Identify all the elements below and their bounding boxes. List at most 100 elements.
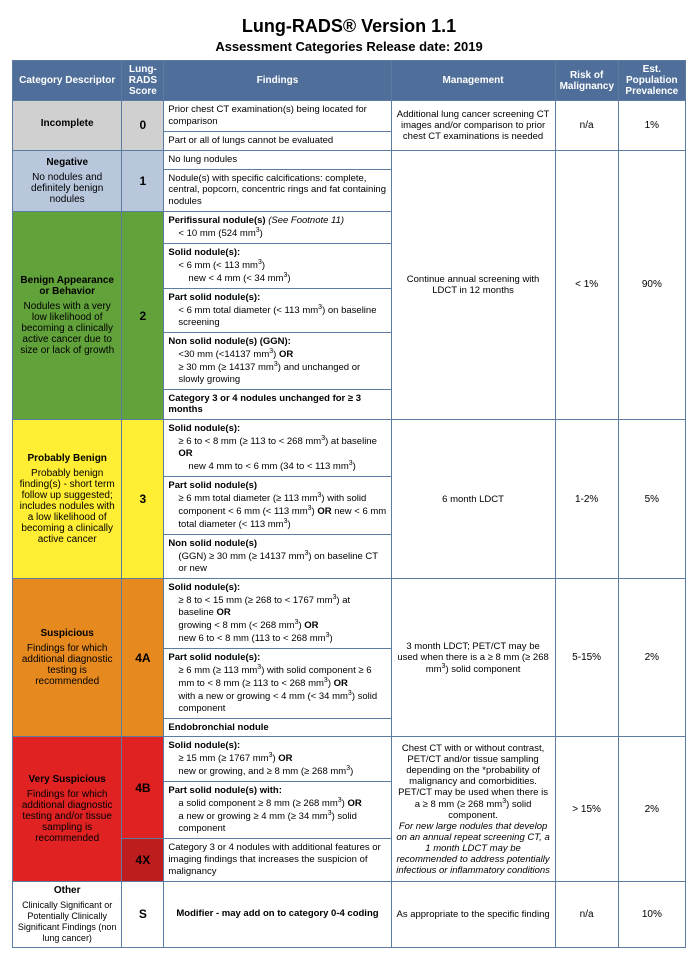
label-negative: Negative	[17, 157, 117, 168]
h-benign-cat34: Category 3 or 4 nodules unchanged for ≥ …	[168, 393, 361, 416]
desc-benign: Benign Appearance or Behavior Nodules wi…	[13, 212, 122, 420]
risk-incomplete: n/a	[555, 101, 618, 151]
mgmt-verysusp: Chest CT with or without contrast, PET/C…	[391, 737, 555, 881]
row-negative: Negative No nodules and definitely benig…	[13, 150, 686, 169]
find-benign-solid: Solid nodule(s): < 6 mm (< 113 mm3) new …	[164, 244, 391, 289]
mgmt-incomplete: Additional lung cancer screening CT imag…	[391, 101, 555, 151]
note-perifissural: (See Footnote 11)	[266, 215, 345, 226]
score-4x: 4X	[122, 839, 164, 882]
mgmt-benign: Continue annual screening with LDCT in 1…	[391, 150, 555, 420]
l-benign-solid-1: < 6 mm (< 113 mm3)	[168, 259, 386, 272]
mgmt-other: As appropriate to the specific finding	[391, 881, 555, 947]
find-vs-solid: Solid nodule(s): ≥ 15 mm (≥ 1767 mm3) OR…	[164, 737, 391, 782]
h-benign-solid: Solid nodule(s):	[168, 247, 240, 258]
l-pb-nonsolid: (GGN) ≥ 30 mm (≥ 14137 mm3) on baseline …	[168, 550, 386, 575]
risk-benign: < 1%	[555, 150, 618, 420]
score-2: 2	[122, 212, 164, 420]
page-title: Lung-RADS® Version 1.1	[12, 16, 686, 37]
desc-verysusp: Very Suspicious Findings for which addit…	[13, 737, 122, 881]
prev-verysusp: 2%	[618, 737, 685, 881]
find-incomplete-2: Part or all of lungs cannot be evaluated	[164, 131, 391, 150]
page-subtitle: Assessment Categories Release date: 2019	[12, 39, 686, 54]
col-score: Lung-RADS Score	[122, 61, 164, 101]
row-other: Other Clinically Significant or Potentia…	[13, 881, 686, 947]
header-row: Category Descriptor Lung-RADS Score Find…	[13, 61, 686, 101]
score-0: 0	[122, 101, 164, 151]
lungrads-table: Category Descriptor Lung-RADS Score Find…	[12, 60, 686, 948]
find-negative-2: Nodule(s) with specific calcifications: …	[164, 169, 391, 212]
col-descriptor: Category Descriptor	[13, 61, 122, 101]
find-susp-partsolid: Part solid nodule(s): ≥ 6 mm (≥ 113 mm3)…	[164, 648, 391, 718]
l-pb-partsolid: ≥ 6 mm total diameter (≥ 113 mm3) with s…	[168, 492, 386, 531]
h-susp-solid: Solid nodule(s):	[168, 582, 240, 593]
desc-negative: Negative No nodules and definitely benig…	[13, 150, 122, 212]
label-incomplete: Incomplete	[17, 118, 117, 129]
h-vs-partsolid: Part solid nodule(s) with:	[168, 785, 281, 796]
find-vs-partsolid: Part solid nodule(s) with: a solid compo…	[164, 782, 391, 839]
h-pb-solid: Solid nodule(s):	[168, 423, 240, 434]
row-suspicious: Suspicious Findings for which additional…	[13, 578, 686, 648]
find-susp-solid: Solid nodule(s): ≥ 8 to < 15 mm (≥ 268 t…	[164, 578, 391, 648]
h-susp-endo: Endobronchial nodule	[168, 722, 268, 733]
h-pb-partsolid: Part solid nodule(s)	[168, 480, 257, 491]
find-benign-cat34: Category 3 or 4 nodules unchanged for ≥ …	[164, 389, 391, 420]
risk-verysusp: > 15%	[555, 737, 618, 881]
label-other: Other	[17, 885, 117, 896]
find-pb-partsolid: Part solid nodule(s) ≥ 6 mm total diamet…	[164, 477, 391, 535]
mgmt-vs-italic: For new large nodules that develop on an…	[396, 821, 551, 876]
label-benign: Benign Appearance or Behavior	[17, 275, 117, 297]
desc-text-probbenign: Probably benign finding(s) - short term …	[20, 468, 115, 545]
find-benign-perifissural: Perifissural nodule(s) (See Footnote 11)…	[164, 212, 391, 244]
l-pb-solid-1: ≥ 6 to < 8 mm (≥ 113 to < 268 mm3) at ba…	[168, 435, 386, 460]
find-vs-4x: Category 3 or 4 nodules with additional …	[164, 839, 391, 882]
find-benign-partsolid: Part solid nodule(s): < 6 mm total diame…	[164, 288, 391, 332]
h-benign-nonsolid: Non solid nodule(s) (GGN):	[168, 336, 290, 347]
row-incomplete: Incomplete 0 Prior chest CT examination(…	[13, 101, 686, 132]
l-susp-solid-1: ≥ 8 to < 15 mm (≥ 268 to < 1767 mm3) at …	[168, 594, 386, 619]
label-verysusp: Very Suspicious	[17, 774, 117, 785]
find-pb-solid: Solid nodule(s): ≥ 6 to < 8 mm (≥ 113 to…	[164, 420, 391, 477]
l-perifissural: < 10 mm (524 mm3)	[168, 227, 386, 240]
col-prevalence: Est. Population Prevalence	[618, 61, 685, 101]
score-3: 3	[122, 420, 164, 579]
mgmt-vs-main: Chest CT with or without contrast, PET/C…	[398, 743, 548, 821]
desc-text-benign: Nodules with a very low likelihood of be…	[20, 301, 114, 356]
desc-text-verysusp: Findings for which additional diagnostic…	[22, 789, 113, 844]
desc-text-negative: No nodules and definitely benign nodules	[31, 172, 103, 205]
prev-other: 10%	[618, 881, 685, 947]
find-other: Modifier - may add on to category 0-4 co…	[164, 881, 391, 947]
h-pb-nonsolid: Non solid nodule(s)	[168, 538, 257, 549]
l-vs-solid-1: ≥ 15 mm (≥ 1767 mm3) OR	[168, 752, 386, 765]
l-pb-solid-2: new 4 mm to < 6 mm (34 to < 113 mm3)	[168, 460, 386, 473]
desc-incomplete: Incomplete	[13, 101, 122, 151]
desc-text-suspicious: Findings for which additional diagnostic…	[22, 643, 113, 687]
l-susp-solid-2: growing < 8 mm (< 268 mm3) OR	[168, 619, 386, 632]
l-vs-partsolid-1: a solid component ≥ 8 mm (≥ 268 mm3) OR	[168, 797, 386, 810]
desc-other: Other Clinically Significant or Potentia…	[13, 881, 122, 947]
desc-probbenign: Probably Benign Probably benign finding(…	[13, 420, 122, 579]
col-risk: Risk of Malignancy	[555, 61, 618, 101]
desc-suspicious: Suspicious Findings for which additional…	[13, 578, 122, 737]
l-vs-partsolid-2: a new or growing ≥ 4 mm (≥ 34 mm3) solid…	[168, 810, 386, 835]
h-perifissural: Perifissural nodule(s)	[168, 215, 265, 226]
row-probbenign: Probably Benign Probably benign finding(…	[13, 420, 686, 477]
label-probbenign: Probably Benign	[17, 453, 117, 464]
risk-probbenign: 1-2%	[555, 420, 618, 579]
l-susp-solid-3: new 6 to < 8 mm (113 to < 268 mm3)	[168, 632, 386, 645]
score-1: 1	[122, 150, 164, 212]
prev-probbenign: 5%	[618, 420, 685, 579]
score-s: S	[122, 881, 164, 947]
desc-text-other: Clinically Significant or Potentially Cl…	[18, 900, 117, 943]
risk-other: n/a	[555, 881, 618, 947]
find-incomplete-1: Prior chest CT examination(s) being loca…	[164, 101, 391, 132]
find-benign-nonsolid: Non solid nodule(s) (GGN): <30 mm (<1413…	[164, 332, 391, 389]
l-benign-partsolid: < 6 mm total diameter (< 113 mm3) on bas…	[168, 304, 386, 329]
l-vs-solid-2: new or growing, and ≥ 8 mm (≥ 268 mm3)	[168, 765, 386, 778]
col-management: Management	[391, 61, 555, 101]
mgmt-suspicious: 3 month LDCT; PET/CT may be used when th…	[391, 578, 555, 737]
mgmt-probbenign: 6 month LDCT	[391, 420, 555, 579]
l-benign-nonsolid-2: ≥ 30 mm (≥ 14137 mm3) and unchanged or s…	[168, 361, 386, 386]
l-susp-partsolid-2: with a new or growing < 4 mm (< 34 mm3) …	[168, 690, 386, 715]
l-benign-nonsolid-1: <30 mm (<14137 mm3) OR	[168, 348, 386, 361]
score-4a: 4A	[122, 578, 164, 737]
